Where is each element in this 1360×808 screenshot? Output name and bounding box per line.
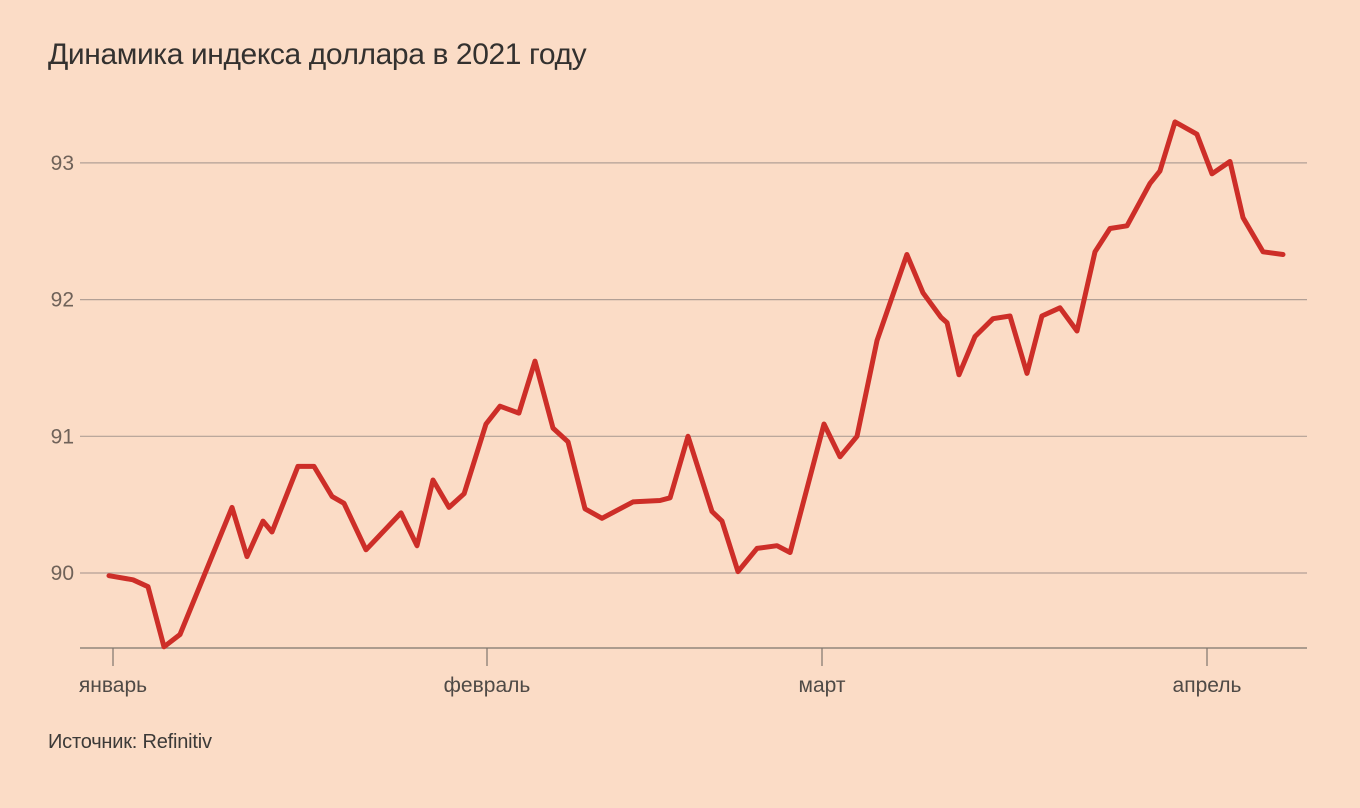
- x-tick-label-март: март: [799, 674, 846, 697]
- dollar-index-series-line: [106, 119, 1286, 650]
- x-tick-label-апрель: апрель: [1173, 674, 1242, 697]
- tick-labels-layer: 90 91 92 93 январь февраль март апрель: [51, 152, 1242, 697]
- source-label: Источник: Refinitiv: [48, 731, 212, 753]
- y-tick-label-93: 93: [51, 152, 74, 175]
- x-axis-layer: [80, 647, 1307, 666]
- series-layer: [106, 119, 1286, 650]
- chart-title: Динамика индекса доллара в 2021 году: [48, 38, 587, 71]
- y-tick-label-92: 92: [51, 289, 74, 312]
- y-tick-label-90: 90: [51, 562, 74, 585]
- x-tick-label-февраль: февраль: [444, 674, 531, 697]
- gridlines-layer: [80, 162, 1307, 574]
- x-tick-label-январь: январь: [79, 674, 147, 697]
- y-tick-label-91: 91: [51, 425, 74, 448]
